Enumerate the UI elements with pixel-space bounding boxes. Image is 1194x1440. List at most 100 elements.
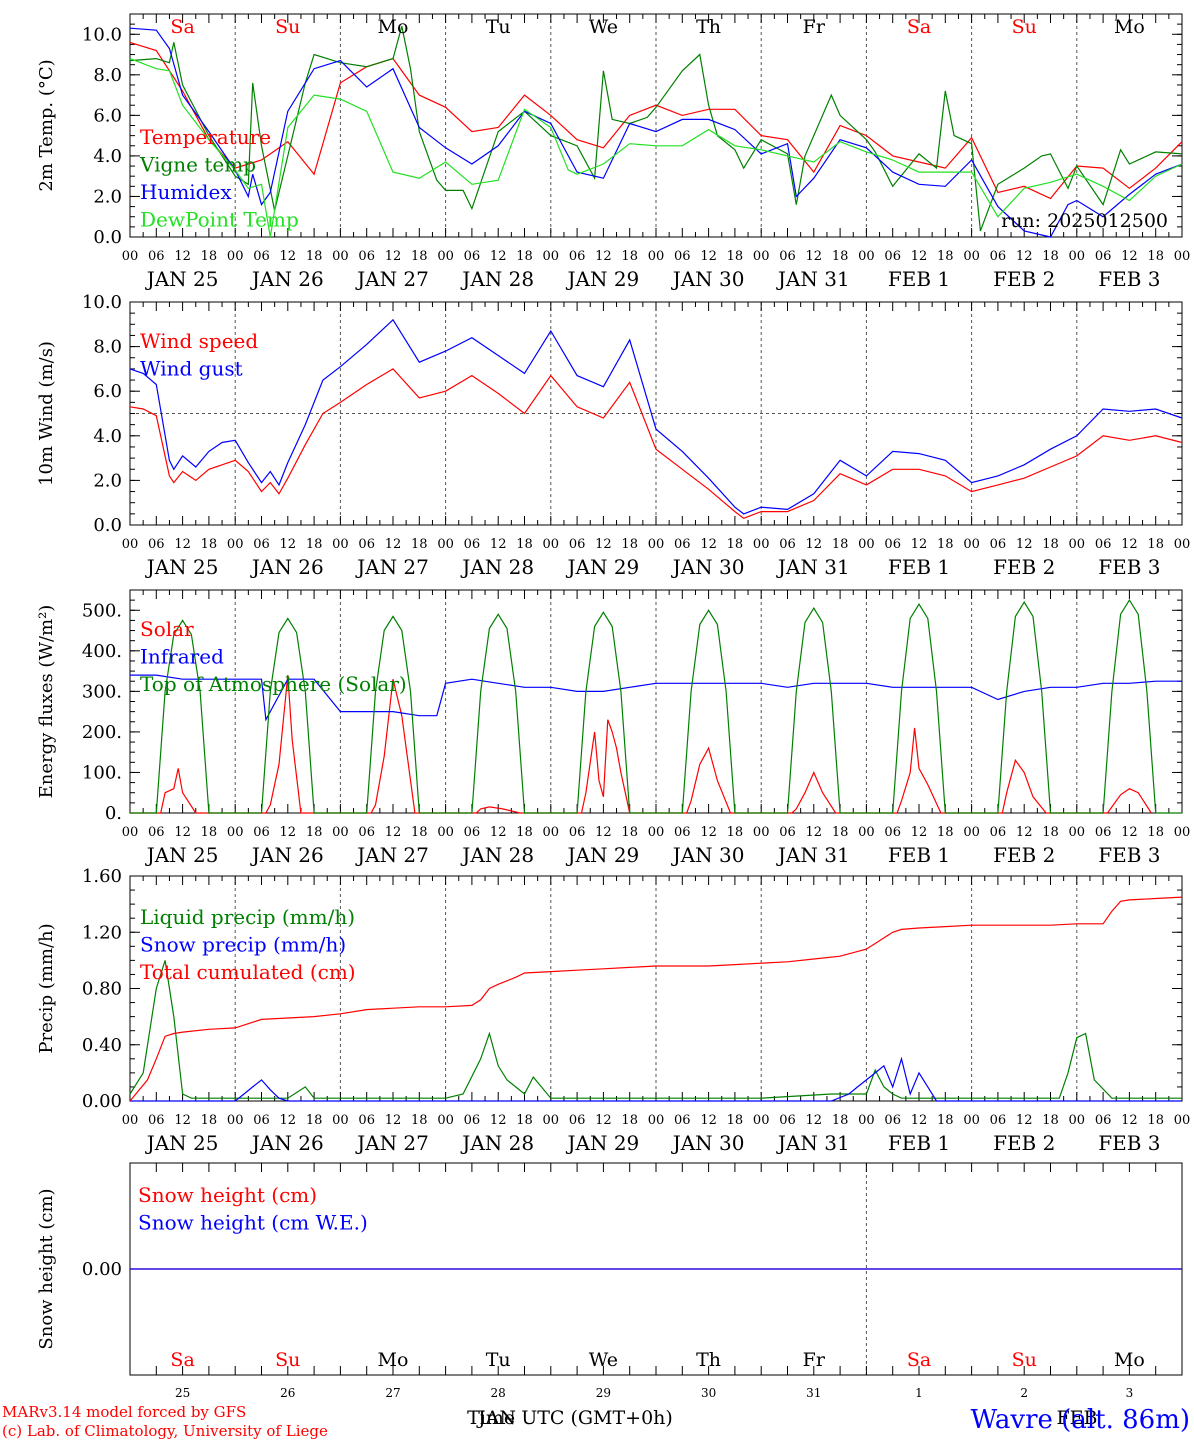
series-line-wind-speed	[129, 368, 1183, 519]
hour-tick-label: 12	[1121, 1113, 1138, 1128]
hour-tick-label: 18	[1147, 1113, 1164, 1128]
y-tick-label: 0.40	[82, 1035, 122, 1056]
hour-tick-label: 12	[911, 825, 928, 840]
y-tick-label: 100.	[82, 762, 122, 783]
hour-tick-label: 00	[227, 1113, 244, 1128]
series-line-dewpoint-temp	[129, 58, 1183, 238]
hour-tick-label: 06	[990, 249, 1007, 264]
hour-tick-label: 00	[332, 537, 349, 552]
hour-tick-label: 06	[464, 249, 481, 264]
hour-tick-label: 00	[1174, 249, 1191, 264]
hour-tick-label: 00	[1069, 825, 1086, 840]
legend-entry: Wind speed	[140, 329, 258, 353]
date-label: JAN 28	[460, 267, 534, 291]
date-label: FEB 2	[993, 267, 1055, 291]
month-label: JAN	[476, 1407, 516, 1429]
series-line-total-cumulated-cm-	[129, 896, 1183, 1102]
hour-tick-label: 18	[937, 1113, 954, 1128]
date-label: JAN 25	[145, 267, 219, 291]
legend-entry: DewPoint Temp	[140, 208, 299, 232]
legend-entry: Snow height (cm W.E.)	[138, 1211, 368, 1235]
date-label: JAN 28	[460, 843, 534, 867]
y-tick-label: 500.	[82, 600, 122, 621]
y-axis-label: 10m Wind (m/s)	[36, 341, 57, 486]
hour-tick-label: 12	[280, 537, 297, 552]
weekday-label: Th	[696, 1349, 721, 1371]
hour-tick-label: 00	[648, 825, 665, 840]
legend-entry: Snow height (cm)	[138, 1183, 317, 1207]
hour-tick-label: 06	[253, 537, 270, 552]
weekday-label: Mo	[1114, 16, 1145, 38]
hour-tick-label: 12	[385, 537, 402, 552]
credit-line: MARv3.14 model forced by GFS	[2, 1403, 246, 1421]
panel-2: 0.0 2.0 4.0 6.0 8.0 10.0 10m Wind (m/s) Wind sp…	[36, 292, 1190, 579]
hour-tick-label: 06	[990, 825, 1007, 840]
y-tick-label: 0.	[105, 803, 122, 824]
day-number-label: 1	[915, 1386, 923, 1400]
hour-tick-label: 06	[779, 537, 796, 552]
hour-tick-label: 06	[148, 537, 165, 552]
hour-tick-label: 18	[516, 249, 533, 264]
run-label: run: 2025012500	[1001, 210, 1168, 232]
hour-tick-label: 12	[280, 249, 297, 264]
hour-tick-label: 12	[1121, 825, 1138, 840]
date-label: JAN 26	[250, 843, 324, 867]
hour-tick-label: 06	[464, 1113, 481, 1128]
y-tick-label: 1.60	[82, 866, 122, 887]
hour-tick-label: 06	[253, 249, 270, 264]
hour-tick-label: 00	[227, 537, 244, 552]
hour-tick-label: 00	[122, 1113, 139, 1128]
y-tick-label: 300.	[82, 681, 122, 702]
hour-tick-label: 06	[674, 537, 691, 552]
weekday-label: Mo	[1114, 1349, 1145, 1371]
day-number-label: 26	[280, 1386, 295, 1400]
weekday-label: Mo	[378, 16, 409, 38]
legend-entry: Top of Atmosphere (Solar)	[140, 672, 407, 696]
y-tick-label: 400.	[82, 641, 122, 662]
hour-tick-label: 18	[1042, 1113, 1059, 1128]
legend-entry: Solar	[140, 617, 194, 641]
weekday-label: Fr	[803, 16, 826, 38]
hour-tick-label: 06	[1095, 1113, 1112, 1128]
panel-4: 0.00 0.40 0.80 1.20 1.60 Precip (mm/h) Liquid …	[36, 866, 1190, 1155]
hour-tick-label: 00	[122, 537, 139, 552]
hour-tick-label: 18	[201, 537, 218, 552]
hour-tick-label: 18	[937, 537, 954, 552]
y-axis-label: Precip (mm/h)	[36, 923, 57, 1053]
plot-frame	[129, 589, 1183, 814]
hour-tick-label: 12	[490, 537, 507, 552]
hour-tick-label: 06	[253, 1113, 270, 1128]
panel-3: 0. 100. 200. 300. 400. 500. Energy fluxes (W/m…	[36, 589, 1190, 867]
hour-tick-label: 00	[1174, 1113, 1191, 1128]
hour-tick-label: 12	[1121, 249, 1138, 264]
hour-tick-label: 06	[148, 249, 165, 264]
hour-tick-label: 00	[1174, 537, 1191, 552]
hour-tick-label: 06	[1095, 249, 1112, 264]
day-number-label: 2	[1020, 1386, 1028, 1400]
y-tick-label: 0.0	[93, 515, 122, 536]
hour-tick-label: 06	[148, 825, 165, 840]
y-tick-label: 4.0	[93, 146, 122, 167]
hour-tick-label: 06	[464, 537, 481, 552]
date-label: JAN 25	[145, 843, 219, 867]
hour-tick-label: 18	[832, 537, 849, 552]
y-tick-label: 0.00	[82, 1259, 122, 1280]
credit-line: (c) Lab. of Climatology, University of L…	[2, 1422, 328, 1440]
date-label: JAN 31	[776, 1131, 850, 1155]
weekday-label: Sa	[170, 1349, 194, 1371]
hour-tick-label: 18	[727, 537, 744, 552]
hour-tick-label: 18	[1147, 537, 1164, 552]
hour-tick-label: 12	[911, 1113, 928, 1128]
station-label: Wavre (alt. 86m)	[970, 1405, 1190, 1435]
hour-tick-label: 18	[201, 249, 218, 264]
weekday-label: Sa	[907, 16, 931, 38]
y-axis-label: Snow height (cm)	[36, 1188, 57, 1349]
hour-tick-label: 00	[648, 537, 665, 552]
date-label: JAN 29	[566, 555, 640, 579]
series-line-infrared	[130, 674, 1182, 722]
hour-tick-label: 06	[674, 249, 691, 264]
hour-tick-label: 12	[806, 537, 823, 552]
hour-tick-label: 00	[543, 249, 560, 264]
date-label: JAN 27	[355, 555, 429, 579]
